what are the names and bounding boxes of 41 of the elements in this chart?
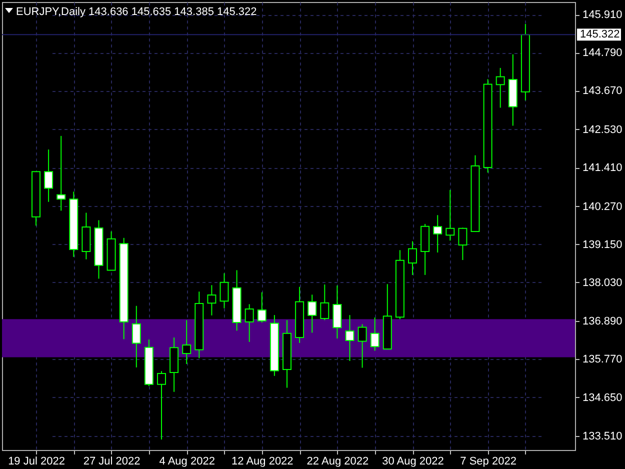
candlestick [182, 320, 192, 365]
y-tick-label: 142.530 [582, 124, 622, 136]
candlestick [345, 314, 354, 362]
candlestick [257, 292, 266, 324]
candlestick [308, 294, 317, 334]
x-tick-label: 30 Aug 2022 [382, 456, 444, 468]
candlestick [358, 324, 367, 368]
candlestick [433, 214, 442, 254]
y-tick-label: 145.910 [582, 9, 622, 22]
x-tick-label: 7 Sep 2022 [460, 456, 516, 468]
candlestick [157, 370, 166, 440]
x-tick-label: 22 Aug 2022 [306, 456, 369, 468]
candlestick [207, 284, 216, 316]
candlestick [320, 284, 330, 321]
candlestick [44, 149, 54, 202]
candlestick [132, 305, 141, 368]
candlestick [244, 304, 254, 342]
x-tick-label: 12 Aug 2022 [232, 456, 294, 468]
x-tick-label: 4 Aug 2022 [159, 456, 215, 468]
y-tick-label: 135.770 [582, 354, 622, 366]
x-tick-label: 27 Jul 2022 [83, 456, 140, 468]
y-tick-label: 140.270 [582, 200, 622, 213]
ref-line-label: 145.322 [580, 28, 620, 41]
candlestick [370, 316, 380, 352]
chart-title: EURJPY,Daily 143.636 145.635 143.385 145.322 [16, 6, 257, 18]
x-tick-label: 19 Jul 2022 [8, 456, 65, 468]
y-tick-label: 136.890 [582, 316, 622, 328]
y-tick-label: 134.650 [582, 392, 622, 404]
y-tick-label: 143.670 [582, 85, 622, 98]
y-tick-label: 133.510 [582, 430, 622, 443]
y-tick-label: 138.030 [582, 276, 622, 289]
y-tick-label: 144.790 [582, 47, 622, 60]
candlestick [458, 227, 468, 260]
candlestick [408, 240, 417, 276]
y-tick-label: 139.150 [582, 238, 622, 251]
y-tick-label: 141.410 [582, 162, 622, 174]
candlestick [496, 67, 505, 108]
candlestick [332, 284, 342, 340]
candlestick [446, 189, 455, 242]
candlestick [220, 272, 229, 309]
candlestick [56, 135, 66, 212]
